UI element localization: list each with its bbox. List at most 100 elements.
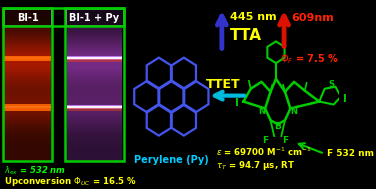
Bar bbox=[4, 13, 52, 14]
Bar bbox=[67, 123, 122, 124]
Bar bbox=[67, 61, 122, 62]
Bar bbox=[67, 27, 122, 28]
Bar bbox=[67, 10, 122, 11]
Bar bbox=[67, 26, 122, 27]
Bar bbox=[67, 103, 122, 104]
Bar bbox=[4, 117, 52, 118]
Bar bbox=[4, 20, 52, 21]
Bar bbox=[4, 108, 52, 109]
Bar bbox=[67, 75, 122, 76]
Bar bbox=[67, 104, 122, 105]
Bar bbox=[4, 157, 52, 158]
Bar bbox=[4, 99, 52, 100]
Bar bbox=[67, 63, 122, 64]
Text: I: I bbox=[343, 94, 347, 104]
Bar bbox=[67, 128, 122, 129]
Bar bbox=[67, 79, 122, 80]
Bar bbox=[4, 25, 52, 26]
Bar bbox=[4, 53, 52, 54]
Bar bbox=[67, 112, 122, 113]
Text: $\Phi_F$ = 7.5 %: $\Phi_F$ = 7.5 % bbox=[280, 52, 339, 66]
Bar bbox=[67, 124, 122, 125]
Bar bbox=[4, 144, 52, 145]
Bar bbox=[4, 10, 52, 11]
Bar bbox=[4, 79, 52, 80]
Bar bbox=[67, 144, 122, 145]
Bar bbox=[4, 69, 52, 70]
Bar bbox=[4, 57, 52, 58]
Text: 445 nm: 445 nm bbox=[230, 12, 277, 22]
Bar bbox=[4, 127, 52, 128]
Bar bbox=[67, 105, 122, 106]
Bar bbox=[67, 64, 122, 65]
Bar bbox=[4, 8, 52, 9]
Bar bbox=[4, 114, 52, 115]
Bar bbox=[67, 155, 122, 156]
Bar bbox=[67, 60, 122, 61]
Bar bbox=[4, 63, 52, 64]
Bar bbox=[4, 104, 52, 105]
Bar bbox=[4, 50, 52, 51]
Bar bbox=[67, 151, 122, 152]
Bar bbox=[67, 77, 122, 78]
Bar bbox=[67, 43, 122, 44]
Bar bbox=[67, 141, 122, 142]
Text: $\varepsilon$ = 69700 M$^{-1}$ cm$^{-1}$: $\varepsilon$ = 69700 M$^{-1}$ cm$^{-1}$ bbox=[217, 145, 313, 158]
Bar bbox=[4, 112, 52, 113]
Bar bbox=[4, 17, 52, 18]
Bar bbox=[4, 153, 52, 154]
Bar bbox=[67, 98, 122, 99]
Bar bbox=[4, 126, 52, 127]
Bar bbox=[4, 78, 52, 79]
Bar bbox=[4, 138, 52, 139]
Bar bbox=[4, 139, 52, 140]
Bar bbox=[4, 66, 52, 67]
Text: $\tau_T$ = 94.7 μs, RT: $\tau_T$ = 94.7 μs, RT bbox=[217, 159, 296, 172]
Bar bbox=[67, 150, 122, 151]
Bar bbox=[67, 45, 122, 46]
Bar bbox=[67, 52, 122, 53]
Bar bbox=[4, 147, 52, 148]
Bar bbox=[67, 152, 122, 153]
Bar bbox=[4, 72, 52, 73]
FancyBboxPatch shape bbox=[66, 9, 123, 25]
Text: TTET: TTET bbox=[206, 78, 241, 91]
Bar bbox=[4, 14, 52, 15]
Bar bbox=[67, 132, 122, 133]
Bar bbox=[67, 19, 122, 20]
Bar bbox=[67, 59, 122, 62]
Bar bbox=[67, 120, 122, 121]
Bar bbox=[67, 37, 122, 38]
Bar bbox=[67, 69, 122, 70]
Bar bbox=[4, 124, 52, 125]
Bar bbox=[4, 31, 52, 32]
Bar bbox=[67, 110, 122, 112]
Bar bbox=[67, 83, 122, 84]
Bar bbox=[4, 142, 52, 143]
Bar bbox=[67, 82, 122, 83]
Bar bbox=[67, 21, 122, 22]
Bar bbox=[67, 96, 122, 97]
Bar bbox=[67, 38, 122, 40]
Bar bbox=[4, 19, 52, 20]
Bar bbox=[67, 94, 122, 95]
Bar bbox=[67, 97, 122, 98]
Bar bbox=[4, 74, 52, 75]
Bar bbox=[4, 132, 52, 133]
Bar bbox=[67, 28, 122, 29]
Bar bbox=[4, 23, 52, 24]
Bar bbox=[67, 59, 122, 60]
Bar bbox=[67, 51, 122, 52]
Bar bbox=[4, 91, 52, 92]
Bar bbox=[67, 119, 122, 120]
Bar bbox=[4, 41, 52, 42]
Bar bbox=[4, 68, 52, 69]
Bar bbox=[4, 51, 52, 52]
Text: F 532 nm: F 532 nm bbox=[327, 149, 374, 158]
Bar bbox=[67, 30, 122, 31]
FancyBboxPatch shape bbox=[3, 8, 52, 161]
Bar bbox=[4, 94, 52, 95]
Bar bbox=[67, 31, 122, 32]
Bar bbox=[4, 87, 52, 88]
Bar bbox=[67, 50, 122, 51]
